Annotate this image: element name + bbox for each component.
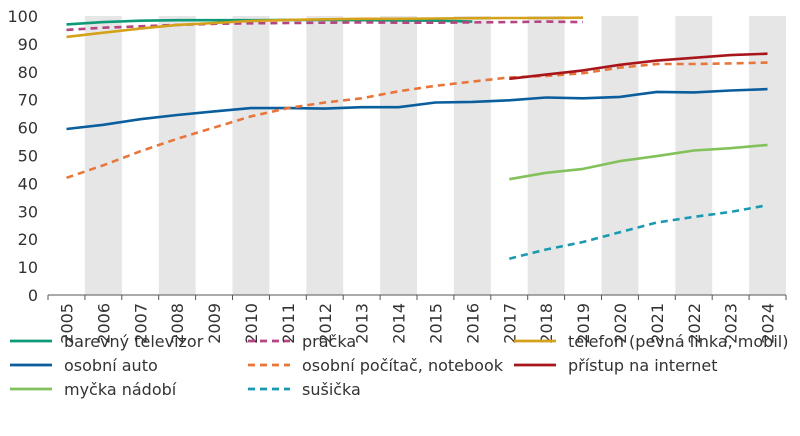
series-line-sušička	[508, 203, 768, 260]
x-tick-label: 2010	[242, 303, 261, 344]
x-tick-label: 2012	[316, 303, 335, 344]
y-tick-label: 60	[18, 119, 38, 138]
series-line-přístup-na-internet	[509, 52, 768, 81]
legend-item: telefon (pevná linka, mobil)	[514, 332, 788, 351]
y-tick-label: 10	[18, 258, 38, 277]
x-tick-label: 2019	[574, 303, 593, 344]
y-tick-label: 40	[18, 174, 38, 193]
x-tick-label: 2020	[611, 303, 630, 344]
band-2024	[749, 16, 786, 295]
legend-item: osobní počítač, notebook	[248, 356, 504, 375]
legend: barevný televizor pračka telefon (pevná li…	[10, 332, 788, 399]
y-tick-label: 30	[18, 202, 38, 221]
legend-item: myčka nádobí	[10, 380, 177, 399]
x-tick-label: 2017	[500, 303, 519, 344]
band-2010	[232, 16, 270, 295]
x-tick-label: 2006	[94, 303, 113, 344]
y-tick-label: 50	[18, 147, 38, 166]
y-axis: 0 10 20 30 40 50 60 70 80 90 100	[7, 7, 38, 305]
band-2006	[84, 16, 122, 295]
x-tick-label: 2009	[205, 303, 224, 344]
legend-item: osobní auto	[10, 356, 158, 375]
x-tick-label: 2013	[353, 303, 372, 344]
legend-label: myčka nádobí	[64, 380, 177, 399]
x-tick-label: 2014	[390, 303, 409, 344]
x-tick-label: 2008	[168, 303, 187, 344]
legend-item: přístup na internet	[514, 356, 717, 375]
x-tick-label: 2016	[463, 303, 482, 344]
band-2008	[158, 16, 196, 295]
band-2014	[380, 16, 417, 295]
band-2020	[601, 16, 639, 295]
series-line-osobní-auto	[66, 87, 768, 131]
band-2022	[675, 16, 713, 295]
series-lines	[66, 16, 768, 260]
x-tick-label: 2018	[537, 303, 556, 344]
series-line-pračka	[66, 20, 584, 32]
legend-label: přístup na internet	[568, 356, 717, 375]
x-tick-label: 2007	[131, 303, 150, 344]
legend-label: pračka	[302, 332, 356, 351]
legend-label: sušička	[302, 380, 361, 399]
legend-label: osobní auto	[64, 356, 158, 375]
x-tick-label: 2015	[426, 303, 445, 344]
series-line-osobní-počítač,-notebook	[66, 61, 768, 180]
y-tick-label: 70	[18, 91, 38, 110]
series-line-telefon-(pevná-linka,-mobil)	[66, 16, 584, 39]
background-bands	[84, 16, 786, 295]
legend-item: barevný televizor	[10, 332, 204, 351]
band-2016	[453, 16, 491, 295]
y-tick-label: 0	[28, 286, 38, 305]
legend-item: sušička	[248, 380, 361, 399]
y-tick-label: 90	[18, 35, 38, 54]
x-tick-label: 2022	[685, 303, 704, 344]
y-tick-label: 20	[18, 230, 38, 249]
y-tick-label: 80	[18, 63, 38, 82]
x-tick-label: 2021	[648, 303, 667, 344]
x-tick-label: 2011	[279, 303, 298, 344]
x-tick-label: 2005	[57, 303, 76, 344]
band-2012	[306, 16, 344, 295]
x-tick-label: 2024	[759, 303, 778, 344]
legend-label: barevný televizor	[64, 332, 204, 351]
legend-label: osobní počítač, notebook	[302, 356, 504, 375]
series-line-myčka-nádobí	[509, 143, 768, 181]
y-tick-label: 100	[7, 7, 38, 26]
legend-label: telefon (pevná linka, mobil)	[568, 332, 788, 351]
legend-item: pračka	[248, 332, 356, 351]
x-axis: 2005 2006 2007 2008 2009 2010 2011 2012 2013 2014…	[47, 294, 787, 344]
x-tick-label: 2023	[722, 303, 741, 344]
